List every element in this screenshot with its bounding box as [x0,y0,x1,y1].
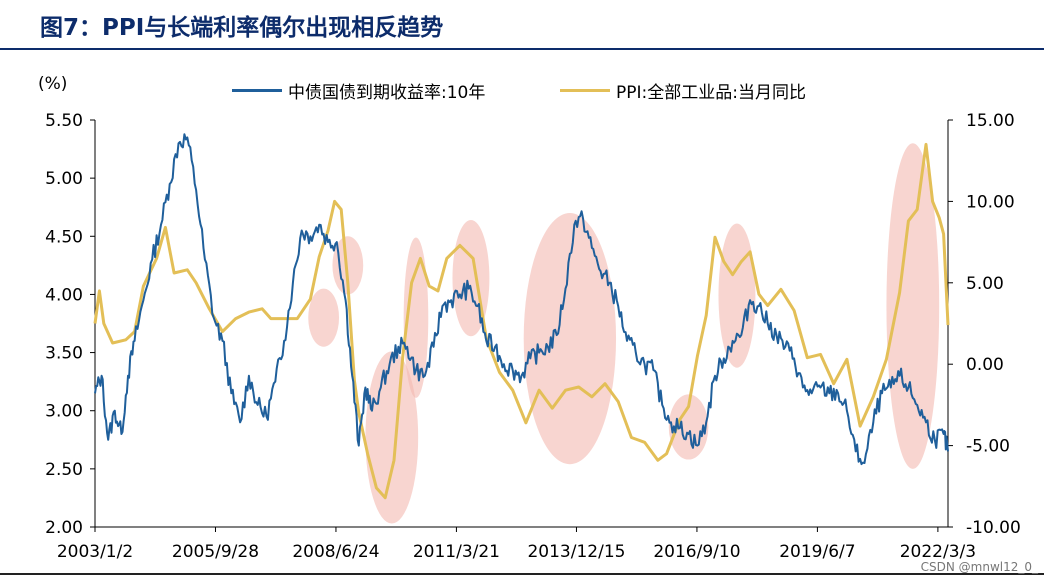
highlight-ellipses [308,143,940,524]
left-tick-label-2: 3.00 [45,402,83,422]
left-tick-label-7: 5.50 [45,111,83,131]
legend-swatch-ppi [560,88,610,92]
highlight-ellipse-5 [523,213,617,465]
right-tick-label-5: 15.00 [966,111,1015,131]
x-tick-label-7: 2022/3/3 [900,542,976,562]
right-tick-label-3: 5.00 [966,274,1004,294]
page-title: 图7：PPI与长端利率偶尔出现相反趋势 [40,15,444,41]
left-tick-label-1: 2.50 [45,460,83,480]
left-axis-unit: (%) [38,74,68,94]
x-tick-label-0: 2003/1/2 [57,542,133,562]
left-tick-label-6: 5.00 [45,169,83,189]
chart-series [93,133,950,500]
right-tick-label-2: 0.00 [966,355,1004,375]
highlight-ellipse-7 [718,223,756,368]
highlight-ellipse-0 [308,288,340,347]
x-tick-label-4: 2013/12/15 [527,542,625,562]
legend-item-ppi: PPI:全部工业品:当月同比 [560,78,806,103]
x-tick-label-6: 2019/6/7 [779,542,855,562]
x-tick-label-3: 2011/3/21 [413,542,500,562]
right-tick-label-1: -5.00 [966,437,1010,457]
series-line-ppi [93,142,950,500]
left-tick-label-5: 4.50 [45,227,83,247]
highlight-ellipse-1 [332,236,364,295]
right-tick-label-4: 10.00 [966,192,1015,212]
left-tick-label-3: 3.50 [45,344,83,364]
left-tick-label-4: 4.00 [45,285,83,305]
legend-item-bond-yield: 中债国债到期收益率:10年 [232,78,486,103]
highlight-ellipse-8 [886,143,940,469]
x-tick-label-1: 2005/9/28 [172,542,259,562]
x-tick-label-5: 2016/9/10 [653,542,740,562]
watermark: CSDN @mnwl12_0_ [920,560,1038,574]
legend-label-ppi: PPI:全部工业品:当月同比 [616,82,806,103]
right-tick-label-0: -10.00 [966,518,1021,538]
x-tick-label-2: 2008/6/24 [292,542,379,562]
highlight-ellipse-3 [403,237,429,398]
legend-swatch-bond [232,88,282,92]
legend-label-bond: 中债国债到期收益率:10年 [288,82,486,103]
chart-axes: 2.00 2.50 3.00 3.50 4.00 4.50 5.00 5.50 -10.00 -5… [45,111,1021,562]
left-tick-label-0: 2.00 [45,518,83,538]
series-line-bond-yield [94,133,949,466]
footer-divider [0,573,1044,575]
title-divider [0,48,1044,50]
